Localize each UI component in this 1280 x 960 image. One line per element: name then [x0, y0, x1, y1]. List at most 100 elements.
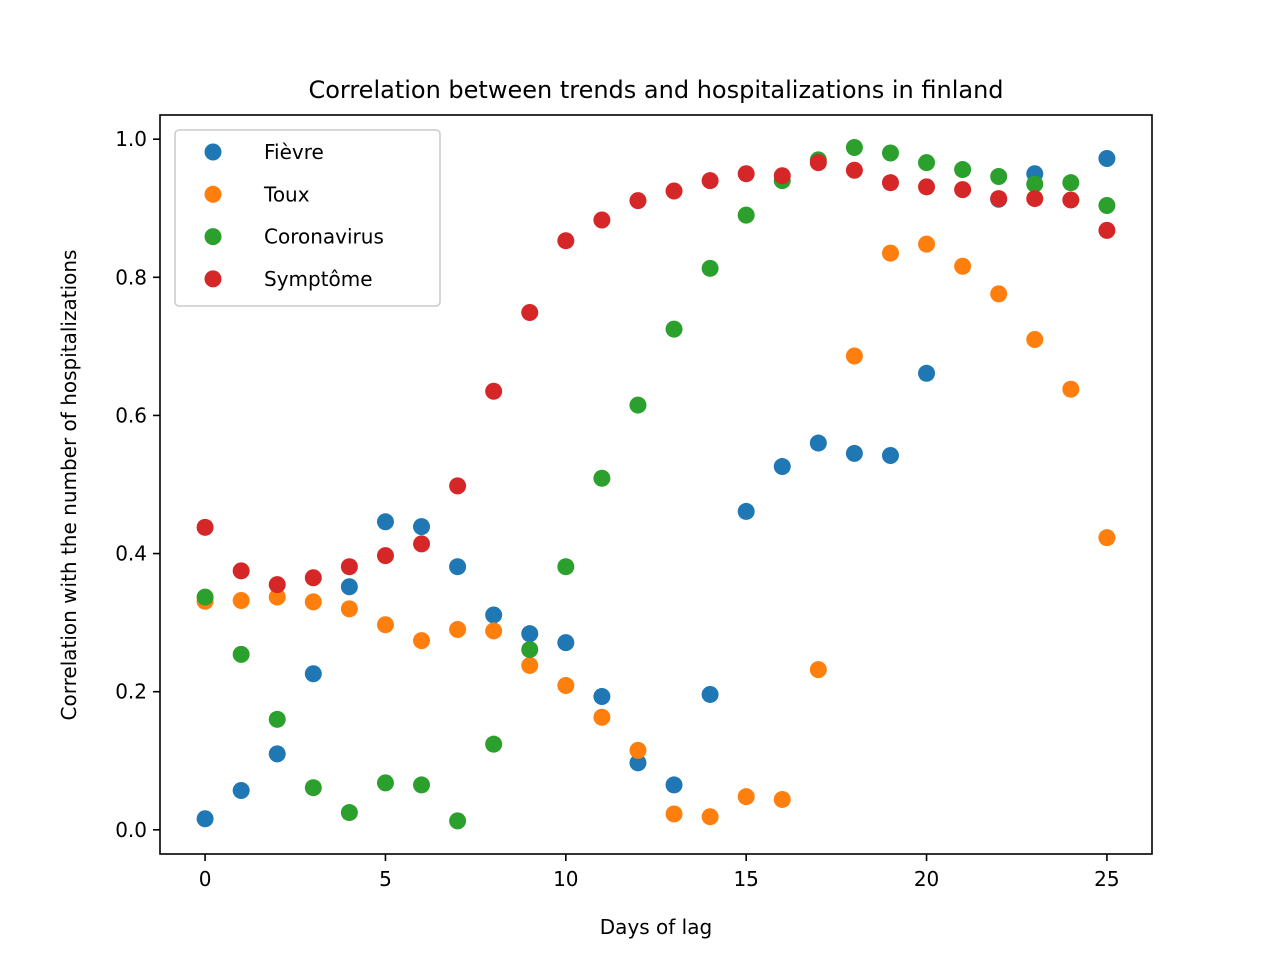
data-point-toux: [340, 600, 358, 618]
data-point-toux: [304, 593, 322, 611]
series-symptome: [196, 154, 1116, 594]
data-point-coronavirus: [449, 812, 467, 830]
data-point-symptome: [340, 558, 358, 576]
data-point-symptome: [376, 547, 394, 565]
data-point-symptome: [521, 304, 539, 322]
data-point-symptome: [593, 211, 611, 229]
data-point-toux: [881, 244, 899, 262]
data-point-toux: [413, 632, 431, 650]
data-point-symptome: [1062, 191, 1080, 209]
data-point-toux: [701, 808, 719, 826]
data-point-symptome: [665, 182, 683, 200]
data-point-symptome: [918, 178, 936, 196]
x-axis-label: Days of lag: [600, 915, 712, 939]
data-point-symptome: [990, 190, 1008, 208]
y-axis: 0.0 0.2 0.4 0.6 0.8 1.0: [115, 127, 160, 842]
data-point-coronavirus: [737, 206, 755, 224]
y-tick-label: 0.4: [115, 542, 147, 566]
data-point-symptome: [485, 382, 503, 400]
data-point-toux: [918, 235, 936, 253]
data-point-symptome: [954, 181, 972, 199]
legend-label-symptome: Symptôme: [264, 267, 373, 291]
data-point-fievre: [881, 446, 899, 464]
data-point-symptome: [845, 161, 863, 179]
data-point-coronavirus: [232, 645, 250, 663]
data-point-toux: [268, 588, 286, 606]
data-point-coronavirus: [881, 144, 899, 162]
y-tick-label: 0.8: [115, 265, 147, 289]
data-point-coronavirus: [268, 710, 286, 728]
data-point-toux: [773, 790, 791, 808]
data-point-toux: [737, 788, 755, 806]
data-point-coronavirus: [196, 588, 214, 606]
y-tick-label: 0.0: [115, 818, 147, 842]
data-point-coronavirus: [701, 259, 719, 277]
data-point-symptome: [881, 174, 899, 192]
data-point-fievre: [304, 665, 322, 683]
y-tick-label: 1.0: [115, 127, 147, 151]
data-point-coronavirus: [954, 161, 972, 179]
data-point-toux: [232, 592, 250, 610]
legend-label-toux: Toux: [263, 182, 310, 206]
data-point-toux: [990, 285, 1008, 303]
data-point-coronavirus: [413, 776, 431, 794]
data-point-toux: [1026, 330, 1044, 348]
data-point-coronavirus: [665, 320, 683, 338]
data-point-fievre: [737, 502, 755, 520]
plot-area: [159, 114, 1153, 855]
x-tick-label: 5: [379, 867, 392, 891]
legend-box: [174, 129, 441, 307]
y-axis-label: Correlation with the number of hospitali…: [57, 250, 81, 721]
data-point-symptome: [773, 167, 791, 185]
data-point-toux: [449, 621, 467, 639]
data-points: [196, 138, 1116, 830]
data-point-toux: [557, 676, 575, 694]
data-point-symptome: [268, 576, 286, 594]
data-point-fievre: [449, 558, 467, 576]
x-tick-label: 0: [199, 867, 212, 891]
data-point-fievre: [340, 578, 358, 596]
data-point-coronavirus: [1026, 175, 1044, 193]
legend: Fièvre Toux Coronavirus Symptôme: [174, 129, 441, 307]
data-point-coronavirus: [304, 779, 322, 797]
data-point-fievre: [845, 444, 863, 462]
x-tick-label: 25: [1094, 867, 1119, 891]
data-point-symptome: [629, 192, 647, 210]
data-point-toux: [485, 622, 503, 640]
axes-frame: [159, 114, 1153, 855]
data-point-coronavirus: [557, 558, 575, 576]
x-tick-label: 10: [553, 867, 578, 891]
data-point-toux: [521, 656, 539, 674]
data-point-fievre: [1098, 150, 1116, 168]
chart-title: Correlation between trends and hospitali…: [308, 76, 1003, 104]
data-point-symptome: [449, 477, 467, 495]
x-tick-label: 15: [733, 867, 758, 891]
data-point-coronavirus: [1098, 196, 1116, 214]
data-point-symptome: [701, 172, 719, 190]
y-tick-label: 0.6: [115, 403, 147, 427]
data-point-symptome: [1098, 221, 1116, 239]
data-point-toux: [1098, 529, 1116, 547]
x-axis: 0 5 10 15 20 25: [199, 854, 1120, 891]
legend-label-fievre: Fièvre: [264, 140, 324, 164]
data-point-coronavirus: [521, 641, 539, 659]
data-point-fievre: [773, 458, 791, 476]
data-point-toux: [1062, 380, 1080, 398]
data-point-fievre: [665, 776, 683, 794]
data-point-fievre: [557, 634, 575, 652]
data-point-fievre: [196, 810, 214, 828]
data-point-toux: [954, 257, 972, 275]
data-point-fievre: [521, 625, 539, 643]
data-point-fievre: [268, 745, 286, 763]
data-point-coronavirus: [593, 469, 611, 487]
data-point-symptome: [809, 154, 827, 172]
data-point-coronavirus: [485, 735, 503, 753]
data-point-fievre: [376, 513, 394, 531]
data-point-symptome: [413, 535, 431, 553]
legend-marker-toux: [204, 185, 222, 203]
legend-marker-fievre: [204, 143, 222, 161]
legend-marker-symptome: [204, 270, 222, 288]
data-point-toux: [629, 741, 647, 759]
data-point-coronavirus: [629, 396, 647, 414]
